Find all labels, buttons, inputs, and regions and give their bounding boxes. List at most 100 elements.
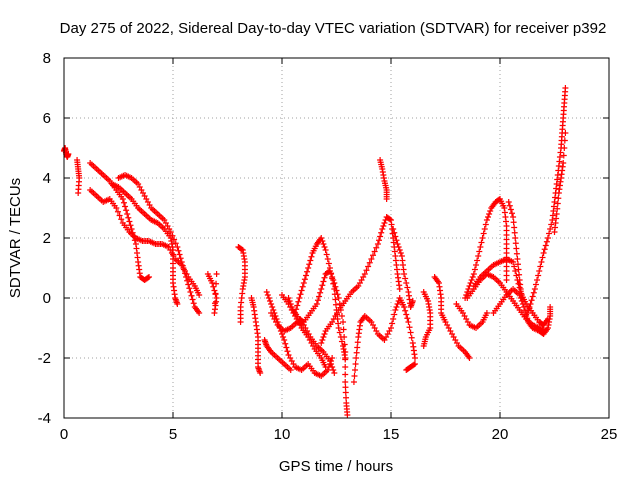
- data-point: [402, 275, 409, 282]
- data-point: [467, 280, 474, 286]
- data-point: [392, 233, 399, 240]
- data-point: [560, 160, 567, 166]
- data-point: [534, 277, 541, 283]
- data-point: [211, 287, 218, 294]
- data-point: [514, 261, 521, 268]
- x-tick-label: 0: [60, 426, 68, 443]
- data-point: [299, 283, 306, 290]
- data-point: [280, 334, 287, 340]
- data-point: [365, 263, 372, 270]
- data-point: [465, 286, 472, 292]
- data-point: [404, 284, 411, 291]
- data-point: [308, 253, 315, 260]
- data-point: [325, 260, 332, 267]
- data-point: [122, 203, 129, 210]
- data-point: [483, 310, 490, 316]
- series-track-9: [248, 295, 264, 376]
- data-point: [528, 297, 535, 304]
- data-point: [211, 310, 218, 316]
- data-point: [511, 224, 518, 231]
- data-point: [381, 220, 388, 226]
- series-track-11: [263, 289, 336, 379]
- data-point: [144, 274, 151, 281]
- data-point: [531, 286, 538, 292]
- y-tick-label: 8: [43, 50, 51, 67]
- data-point: [286, 298, 293, 304]
- data-point: [391, 229, 398, 236]
- data-point: [525, 307, 532, 313]
- data-point: [118, 216, 125, 223]
- data-point: [321, 331, 328, 337]
- data-point: [185, 281, 192, 288]
- data-point: [322, 247, 329, 253]
- y-tick-label: 6: [43, 110, 51, 127]
- data-point: [307, 257, 314, 264]
- data-point: [352, 361, 359, 367]
- data-point: [560, 152, 567, 159]
- data-point: [538, 259, 545, 265]
- data-point: [302, 272, 309, 279]
- data-point: [328, 358, 335, 364]
- data-point: [512, 240, 519, 247]
- data-point: [513, 250, 520, 257]
- data-point: [410, 361, 417, 368]
- data-point: [304, 268, 311, 275]
- data-point: [113, 205, 120, 211]
- data-point: [177, 255, 184, 262]
- data-point: [470, 271, 477, 277]
- data-point: [517, 295, 524, 301]
- data-point: [316, 293, 323, 300]
- data-point: [544, 235, 551, 241]
- data-point: [561, 137, 568, 144]
- data-point: [342, 355, 349, 361]
- data-point: [318, 286, 325, 292]
- data-point: [288, 304, 295, 310]
- data-point: [383, 196, 390, 202]
- data-point: [330, 367, 337, 373]
- data-point: [527, 301, 534, 307]
- data-point: [287, 301, 294, 307]
- data-point: [124, 211, 131, 217]
- data-point: [354, 344, 361, 351]
- data-point: [123, 207, 130, 214]
- y-tick-label: 4: [43, 170, 51, 187]
- data-point: [275, 322, 282, 328]
- data-point: [340, 326, 347, 333]
- data-point: [391, 311, 398, 318]
- data-point: [213, 280, 220, 287]
- data-point: [65, 151, 72, 157]
- data-point: [277, 328, 284, 334]
- data-point: [319, 337, 326, 343]
- data-point: [116, 212, 123, 219]
- data-point: [368, 256, 375, 262]
- data-point: [541, 246, 548, 253]
- data-point: [487, 208, 494, 214]
- series-track-5: [115, 172, 203, 316]
- series-track-17: [350, 295, 418, 385]
- data-point: [237, 319, 244, 325]
- data-point: [172, 240, 179, 247]
- data-point: [167, 229, 174, 235]
- data-point: [407, 329, 414, 336]
- data-point: [354, 339, 361, 346]
- data-point: [478, 239, 485, 246]
- data-point: [314, 297, 321, 304]
- data-point: [505, 199, 512, 205]
- y-tick-label: 0: [43, 290, 51, 307]
- data-point: [469, 274, 476, 280]
- data-point: [146, 274, 153, 280]
- data-point: [512, 268, 519, 274]
- data-point: [272, 313, 279, 319]
- data-point: [336, 329, 343, 336]
- data-point: [393, 237, 400, 244]
- data-point: [188, 292, 195, 299]
- x-axis-label: GPS time / hours: [279, 458, 393, 475]
- data-point: [342, 389, 349, 396]
- data-point: [263, 289, 270, 295]
- data-point: [179, 262, 186, 269]
- series-track-1: [61, 145, 72, 160]
- data-point: [403, 311, 410, 318]
- data-point: [464, 289, 471, 295]
- data-point: [209, 280, 216, 286]
- x-axis-ticks: 0 5 10 15 20 25: [60, 58, 617, 443]
